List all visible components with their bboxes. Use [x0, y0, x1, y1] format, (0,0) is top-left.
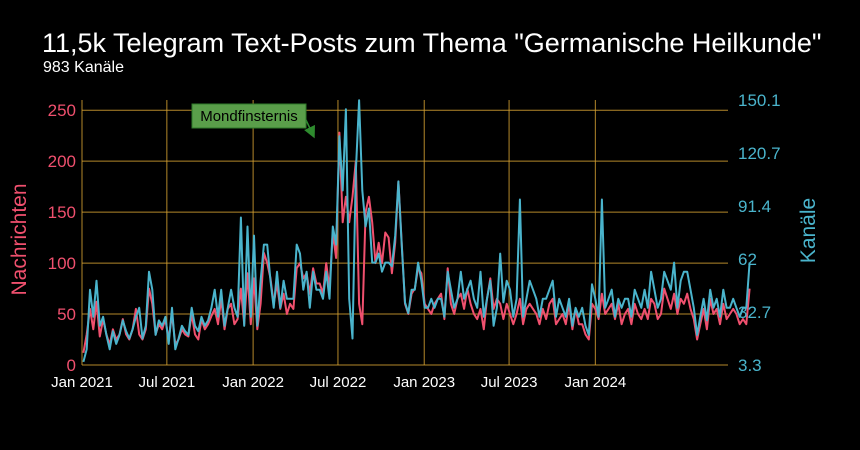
y-right-tick-label: 91.4 — [738, 197, 771, 216]
chart-title: 11,5k Telegram Text-Posts zum Thema "Ger… — [42, 28, 822, 58]
x-tick-label: Jul 2022 — [310, 374, 367, 391]
y-left-tick-label: 150 — [48, 203, 76, 222]
y-left-axis-title: Nachrichten — [8, 183, 31, 295]
y-left-tick-label: 100 — [48, 254, 76, 273]
axes: 0 50 100 150 200 250 3.3 32.7 62 91.4 120.7 150.1 Ja… — [8, 91, 820, 391]
annotation: Mondfinsternis — [191, 103, 315, 139]
x-tick-label: Jan 2022 — [222, 374, 284, 391]
x-tick-label: Jul 2021 — [138, 374, 195, 391]
y-left-tick-label: 50 — [57, 305, 76, 324]
y-right-tick-label: 32.7 — [738, 303, 771, 322]
x-tick-label: Jan 2024 — [564, 374, 626, 391]
chart-subtitle: 983 Kanäle — [43, 59, 124, 76]
x-tick-label: Jul 2023 — [481, 374, 538, 391]
y-right-tick-label: 150.1 — [738, 91, 781, 110]
y-left-tick-label: 0 — [67, 356, 76, 375]
series-line-kanaele — [82, 99, 751, 363]
series-line-nachrichten — [82, 131, 751, 353]
y-left-tick-label: 250 — [48, 101, 76, 120]
series-lines — [82, 99, 751, 363]
y-right-tick-label: 62 — [738, 250, 757, 269]
y-left-tick-label: 200 — [48, 152, 76, 171]
grid — [81, 100, 728, 366]
x-tick-label: Jan 2023 — [393, 374, 455, 391]
annotation-box — [191, 103, 307, 129]
annotation-label: Mondfinsternis — [200, 108, 298, 125]
y-right-tick-label: 120.7 — [738, 144, 781, 163]
y-right-tick-label: 3.3 — [738, 356, 762, 375]
y-right-axis-title: Kanäle — [797, 198, 820, 263]
annotation-arrow — [304, 119, 315, 139]
x-tick-label: Jan 2021 — [51, 374, 113, 391]
